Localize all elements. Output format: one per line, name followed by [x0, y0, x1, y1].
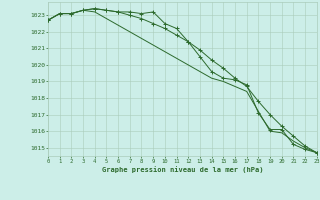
- X-axis label: Graphe pression niveau de la mer (hPa): Graphe pression niveau de la mer (hPa): [102, 166, 263, 173]
